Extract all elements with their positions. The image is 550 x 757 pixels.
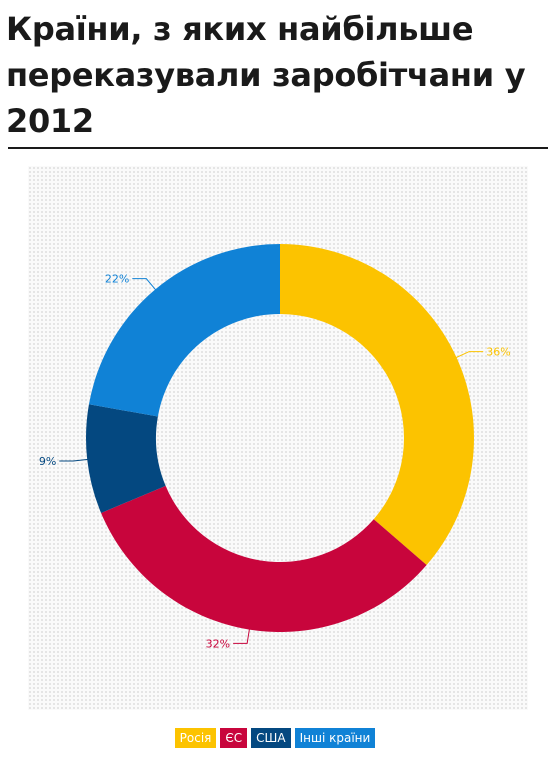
legend-item-other: Інші країни xyxy=(294,728,376,748)
legend-item-russia: Росія xyxy=(174,728,217,748)
data-label-eu: 32% xyxy=(206,637,230,650)
slice-russia xyxy=(280,244,474,566)
chart-legend: Росія ЄС США Інші країни xyxy=(0,728,550,748)
slice-usa xyxy=(86,404,166,513)
legend-item-usa: США xyxy=(251,728,291,748)
leader-line-other xyxy=(132,278,157,292)
chart-title: Країни, з яких найбільше переказували за… xyxy=(6,10,526,140)
data-label-other: 22% xyxy=(105,273,129,286)
data-label-russia: 36% xyxy=(486,346,510,359)
slice-eu xyxy=(101,485,427,632)
legend-item-eu: ЄС xyxy=(220,728,248,748)
leader-line-russia xyxy=(454,351,484,359)
leader-line-eu xyxy=(233,627,251,644)
title-divider xyxy=(8,147,548,149)
leader-line-usa xyxy=(59,458,90,462)
data-label-usa: 9% xyxy=(39,455,56,468)
slice-other xyxy=(88,243,280,417)
